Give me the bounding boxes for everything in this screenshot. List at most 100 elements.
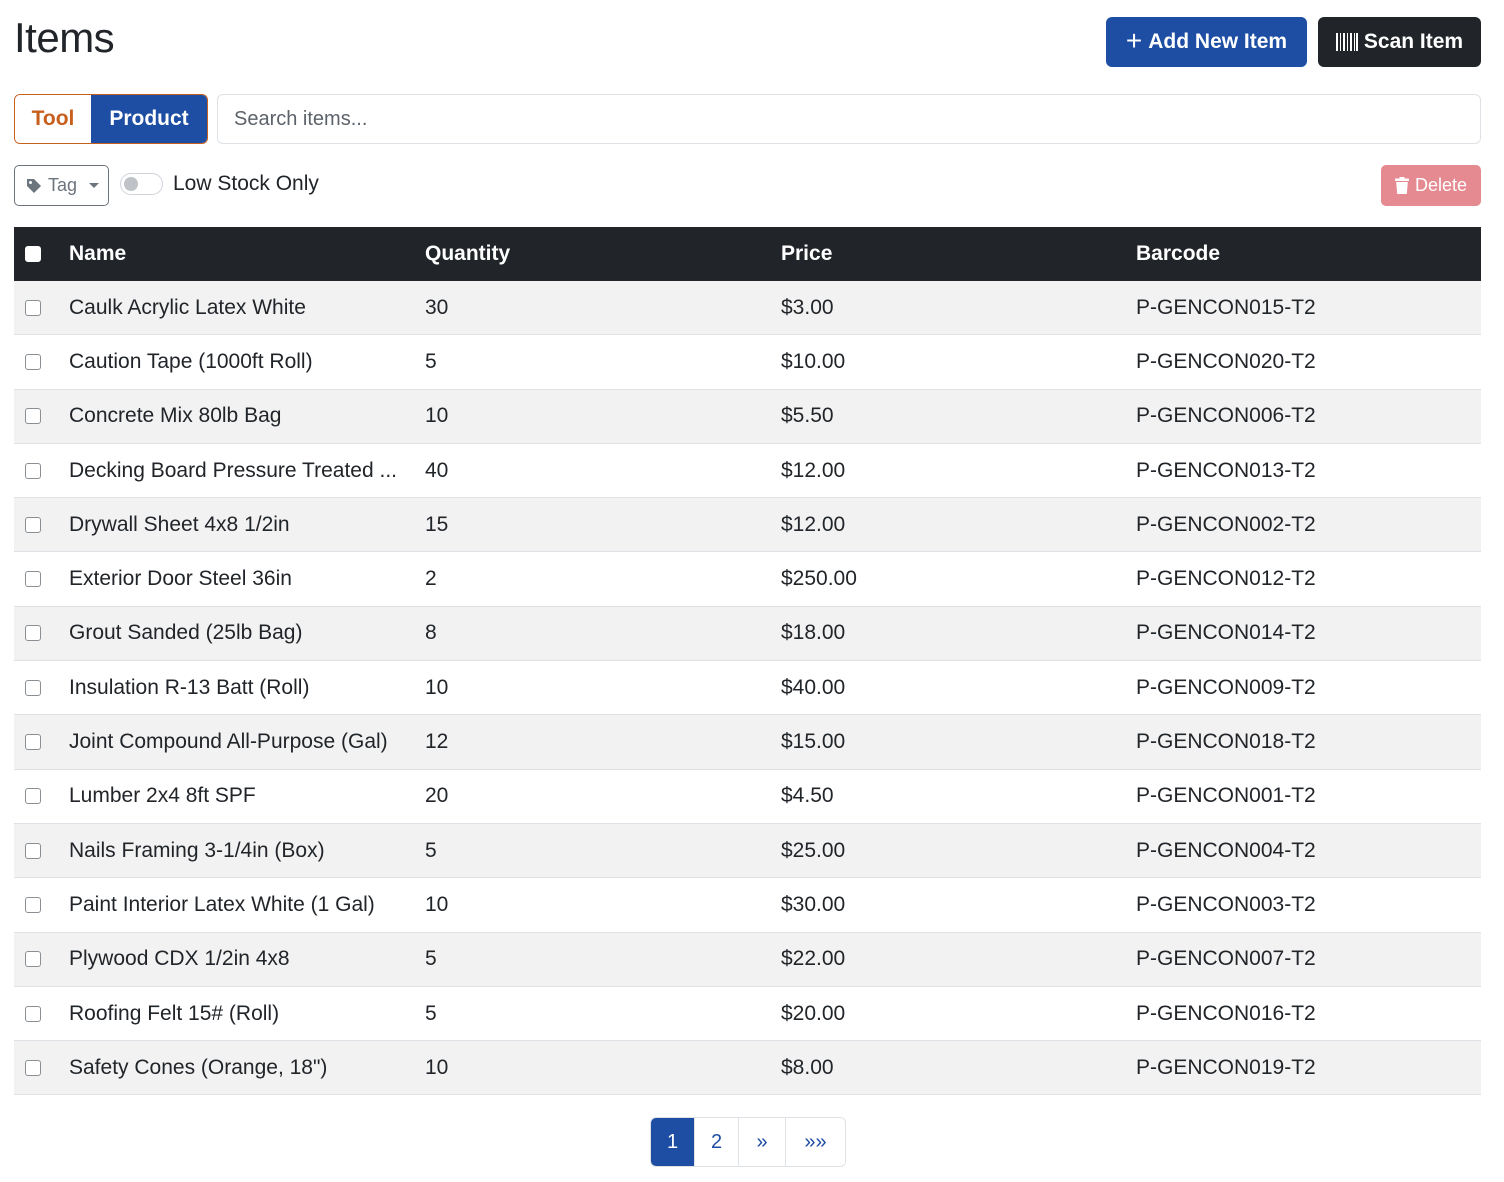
table-row[interactable]: Concrete Mix 80lb Bag 10 $5.50 P-GENCON006-…	[14, 389, 1481, 444]
scan-item-button[interactable]: Scan Item	[1318, 17, 1481, 67]
item-quantity-cell: 5	[425, 1001, 437, 1025]
item-barcode-cell: P-GENCON014-T2	[1136, 621, 1316, 645]
low-stock-switch[interactable]	[120, 173, 163, 195]
row-checkbox[interactable]	[25, 1059, 41, 1076]
item-barcode-cell: P-GENCON020-T2	[1136, 349, 1316, 373]
table-row[interactable]: Lumber 2x4 8ft SPF 20 $4.50 P-GENCON001-T2	[14, 769, 1481, 824]
low-stock-label: Low Stock Only	[173, 172, 319, 195]
product-toggle-button[interactable]: Product	[91, 95, 207, 143]
item-name-cell: Grout Sanded (25lb Bag)	[69, 621, 303, 645]
item-quantity-cell: 10	[425, 404, 449, 428]
table-row[interactable]: Safety Cones (Orange, 18") 10 $8.00 P-GENCO…	[14, 1041, 1481, 1096]
item-quantity-cell: 8	[425, 621, 437, 645]
tag-icon	[27, 178, 41, 193]
table-row[interactable]: Joint Compound All-Purpose (Gal) 12 $15.00…	[14, 715, 1481, 770]
select-all-checkbox[interactable]	[25, 246, 41, 262]
table-row[interactable]: Nails Framing 3-1/4in (Box) 5 $25.00 P-GENC…	[14, 823, 1481, 879]
row-checkbox[interactable]	[25, 679, 41, 696]
row-checkbox[interactable]	[25, 353, 41, 370]
row-checkbox[interactable]	[25, 462, 41, 479]
add-new-item-button[interactable]: + Add New Item	[1106, 17, 1307, 67]
row-checkbox[interactable]	[25, 299, 41, 316]
row-checkbox[interactable]	[25, 734, 41, 751]
item-price-cell: $30.00	[781, 892, 846, 916]
row-checkbox[interactable]	[25, 896, 41, 913]
page-title: Items	[14, 14, 115, 61]
table-row[interactable]: Plywood CDX 1/2in 4x8 5 $22.00 P-GENCON007-…	[14, 932, 1481, 987]
add-new-item-label: Add New Item	[1148, 30, 1288, 53]
item-name-cell: Exterior Door Steel 36in	[69, 567, 292, 591]
item-quantity-cell: 20	[425, 784, 449, 808]
table-row[interactable]: Decking Board Pressure Treated ... 40 $12.…	[14, 443, 1481, 499]
row-checkbox[interactable]	[25, 1005, 41, 1022]
table-row[interactable]: Insulation R-13 Batt (Roll) 10 $40.00 P-GEN…	[14, 661, 1481, 716]
item-price-cell: $25.00	[781, 838, 846, 862]
last-page-button[interactable]: »»	[786, 1118, 845, 1166]
item-name-cell: Decking Board Pressure Treated ...	[69, 458, 397, 482]
item-barcode-cell: P-GENCON013-T2	[1136, 458, 1316, 482]
item-name-cell: Plywood CDX 1/2in 4x8	[69, 947, 290, 971]
item-barcode-cell: P-GENCON002-T2	[1136, 512, 1316, 536]
item-price-cell: $20.00	[781, 1001, 846, 1025]
column-header-price[interactable]: Price	[781, 242, 833, 265]
item-price-cell: $10.00	[781, 349, 846, 373]
row-checkbox[interactable]	[25, 625, 41, 642]
row-checkbox[interactable]	[25, 842, 41, 859]
column-header-quantity[interactable]: Quantity	[425, 242, 511, 265]
pagination: 1 2 » »»	[650, 1117, 846, 1167]
item-barcode-cell: P-GENCON006-T2	[1136, 404, 1316, 428]
page-2-button[interactable]: 2	[695, 1118, 739, 1166]
delete-button[interactable]: Delete	[1381, 165, 1481, 206]
item-quantity-cell: 5	[425, 349, 437, 373]
row-checkbox[interactable]	[25, 951, 41, 968]
item-quantity-cell: 2	[425, 567, 437, 591]
item-barcode-cell: P-GENCON018-T2	[1136, 730, 1316, 754]
next-page-button[interactable]: »	[739, 1118, 786, 1166]
delete-label: Delete	[1414, 175, 1468, 195]
item-barcode-cell: P-GENCON019-T2	[1136, 1055, 1316, 1079]
item-barcode-cell: P-GENCON003-T2	[1136, 892, 1316, 916]
item-price-cell: $4.50	[781, 784, 834, 808]
item-barcode-cell: P-GENCON016-T2	[1136, 1001, 1316, 1025]
trash-icon	[1394, 177, 1409, 194]
table-row[interactable]: Grout Sanded (25lb Bag) 8 $18.00 P-GENCON01…	[14, 606, 1481, 662]
item-name-cell: Caulk Acrylic Latex White	[69, 295, 306, 319]
table-row[interactable]: Exterior Door Steel 36in 2 $250.00 P-GENCON…	[14, 552, 1481, 607]
row-checkbox[interactable]	[25, 788, 41, 805]
item-price-cell: $5.50	[781, 404, 834, 428]
item-barcode-cell: P-GENCON001-T2	[1136, 784, 1316, 808]
item-name-cell: Caution Tape (1000ft Roll)	[69, 349, 313, 373]
item-name-cell: Nails Framing 3-1/4in (Box)	[69, 838, 325, 862]
caret-down-icon	[89, 183, 100, 188]
page-1-button[interactable]: 1	[651, 1118, 695, 1166]
row-checkbox[interactable]	[25, 571, 41, 588]
column-header-barcode[interactable]: Barcode	[1136, 242, 1221, 265]
table-row[interactable]: Drywall Sheet 4x8 1/2in 15 $12.00 P-GENCON0…	[14, 498, 1481, 553]
item-price-cell: $18.00	[781, 621, 846, 645]
item-price-cell: $12.00	[781, 458, 846, 482]
scan-item-label: Scan Item	[1363, 30, 1464, 53]
table-header: Name Quantity Price Barcode	[14, 227, 1481, 281]
table-row[interactable]: Roofing Felt 15# (Roll) 5 $20.00 P-GENCON01…	[14, 986, 1481, 1042]
item-price-cell: $15.00	[781, 730, 846, 754]
item-quantity-cell: 10	[425, 1055, 449, 1079]
item-quantity-cell: 30	[425, 295, 449, 319]
tool-toggle-button[interactable]: Tool	[15, 95, 91, 143]
item-name-cell: Roofing Felt 15# (Roll)	[69, 1001, 280, 1025]
table-row[interactable]: Caulk Acrylic Latex White 30 $3.00 P-GENCON…	[14, 281, 1481, 336]
item-price-cell: $22.00	[781, 947, 846, 971]
item-name-cell: Safety Cones (Orange, 18")	[69, 1055, 328, 1079]
item-quantity-cell: 15	[425, 512, 449, 536]
row-checkbox[interactable]	[25, 516, 41, 533]
tag-filter-dropdown[interactable]: Tag	[14, 165, 109, 206]
plus-icon: +	[1125, 24, 1143, 56]
table-row[interactable]: Caution Tape (1000ft Roll) 5 $10.00 P-GENCO…	[14, 335, 1481, 390]
item-barcode-cell: P-GENCON012-T2	[1136, 567, 1316, 591]
row-checkbox[interactable]	[25, 408, 41, 425]
item-name-cell: Drywall Sheet 4x8 1/2in	[69, 512, 290, 536]
column-header-name[interactable]: Name	[69, 242, 127, 265]
item-price-cell: $3.00	[781, 295, 834, 319]
item-name-cell: Paint Interior Latex White (1 Gal)	[69, 892, 375, 916]
table-row[interactable]: Paint Interior Latex White (1 Gal) 10 $30.…	[14, 878, 1481, 933]
search-input[interactable]	[217, 94, 1481, 144]
